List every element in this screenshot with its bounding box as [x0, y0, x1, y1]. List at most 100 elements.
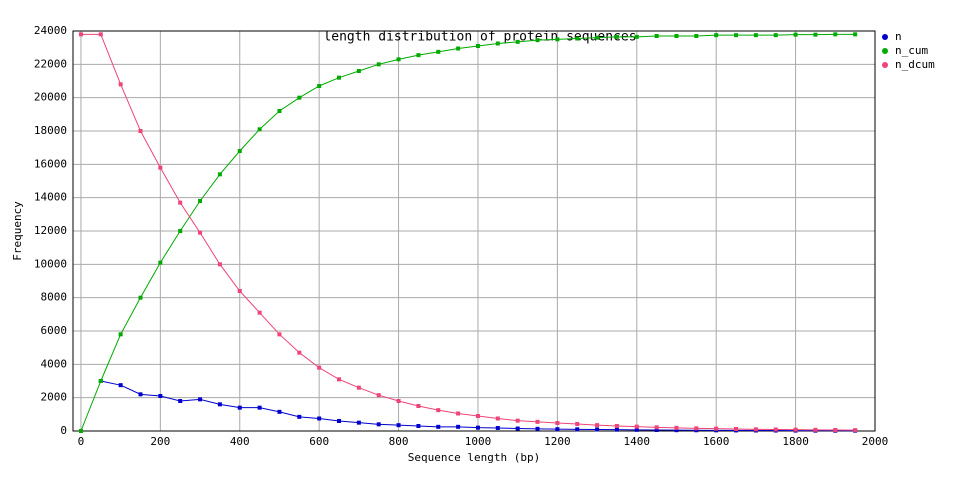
legend-marker — [882, 48, 888, 54]
data-point — [317, 416, 322, 421]
data-point — [396, 423, 401, 428]
data-point — [614, 427, 619, 432]
data-point — [595, 423, 600, 428]
data-point — [217, 402, 222, 407]
data-point — [595, 35, 600, 40]
x-tick-label: 400 — [230, 435, 250, 448]
x-axis-label: Sequence length (bp) — [408, 451, 540, 464]
data-point — [257, 405, 262, 410]
data-point — [317, 365, 322, 370]
grid — [73, 30, 876, 432]
x-tick-label: 800 — [389, 435, 409, 448]
data-point — [277, 409, 282, 414]
data-point — [337, 75, 342, 80]
data-point — [475, 425, 480, 430]
data-point — [376, 393, 381, 398]
x-tick-label: 1000 — [465, 435, 492, 448]
data-point — [515, 418, 520, 423]
data-point — [436, 408, 441, 413]
legend-marker — [882, 62, 888, 68]
data-point — [634, 34, 639, 39]
y-tick-label: 14000 — [34, 191, 67, 204]
data-point — [416, 404, 421, 408]
data-point — [595, 427, 600, 432]
x-tick-label: 200 — [150, 435, 170, 448]
y-axis-label: Frequency — [11, 201, 24, 261]
data-point — [495, 41, 500, 46]
data-point — [634, 424, 639, 429]
data-point — [158, 165, 163, 170]
series-line — [80, 33, 856, 432]
data-point — [78, 32, 83, 37]
data-point — [198, 397, 203, 402]
data-point — [158, 394, 163, 398]
data-point — [773, 427, 778, 432]
chart-title: length distribution of protein sequences — [323, 30, 636, 45]
data-point — [436, 424, 441, 429]
data-point — [535, 38, 540, 43]
data-point — [297, 95, 302, 100]
y-tick-label: 24000 — [34, 24, 67, 37]
data-point — [297, 414, 302, 419]
data-point — [515, 39, 520, 44]
data-point — [217, 172, 222, 177]
data-point — [178, 229, 183, 233]
data-point — [297, 350, 302, 355]
data-point — [277, 109, 282, 113]
x-tick-label: 600 — [309, 435, 329, 448]
data-point — [396, 399, 401, 403]
y-tick-label: 0 — [60, 424, 67, 437]
data-point — [495, 416, 500, 421]
data-point — [833, 428, 838, 432]
data-point — [833, 32, 838, 37]
x-tick-label: 1400 — [624, 435, 651, 448]
data-point — [654, 428, 659, 432]
data-point — [614, 34, 619, 39]
data-point — [237, 405, 242, 410]
data-point — [118, 332, 123, 337]
data-point — [118, 82, 123, 87]
data-point — [475, 44, 480, 48]
data-point — [456, 46, 461, 51]
data-point — [515, 426, 520, 431]
data-point — [158, 260, 163, 265]
data-point — [337, 419, 342, 423]
x-tick-label: 0 — [78, 435, 85, 448]
data-point — [575, 427, 580, 432]
data-point — [217, 262, 222, 267]
data-point — [178, 399, 183, 403]
data-point — [356, 69, 361, 73]
data-point — [138, 129, 143, 133]
data-point — [654, 34, 659, 38]
data-point — [257, 310, 262, 315]
data-point — [674, 34, 679, 38]
data-point — [237, 289, 242, 293]
data-point — [753, 427, 758, 432]
data-point — [376, 62, 381, 67]
data-point — [753, 33, 758, 38]
data-point — [257, 127, 262, 132]
data-point — [356, 420, 361, 425]
data-point — [138, 392, 143, 397]
data-point — [654, 425, 659, 430]
x-tick-label: 2000 — [862, 435, 889, 448]
data-point — [575, 36, 580, 41]
data-point — [575, 422, 580, 426]
data-point — [138, 295, 143, 300]
y-tick-label: 6000 — [41, 324, 68, 337]
y-tick-label: 20000 — [34, 91, 67, 104]
data-point — [317, 84, 322, 88]
y-tick-label: 16000 — [34, 157, 67, 170]
data-point — [416, 424, 421, 428]
data-point — [793, 32, 798, 37]
data-point — [98, 32, 103, 37]
data-point — [535, 419, 540, 424]
data-point — [416, 53, 421, 58]
data-point — [674, 425, 679, 430]
data-point — [78, 429, 83, 433]
x-tick-label: 1800 — [782, 435, 809, 448]
data-point — [337, 377, 342, 382]
data-point — [436, 49, 441, 54]
data-point — [237, 149, 242, 153]
